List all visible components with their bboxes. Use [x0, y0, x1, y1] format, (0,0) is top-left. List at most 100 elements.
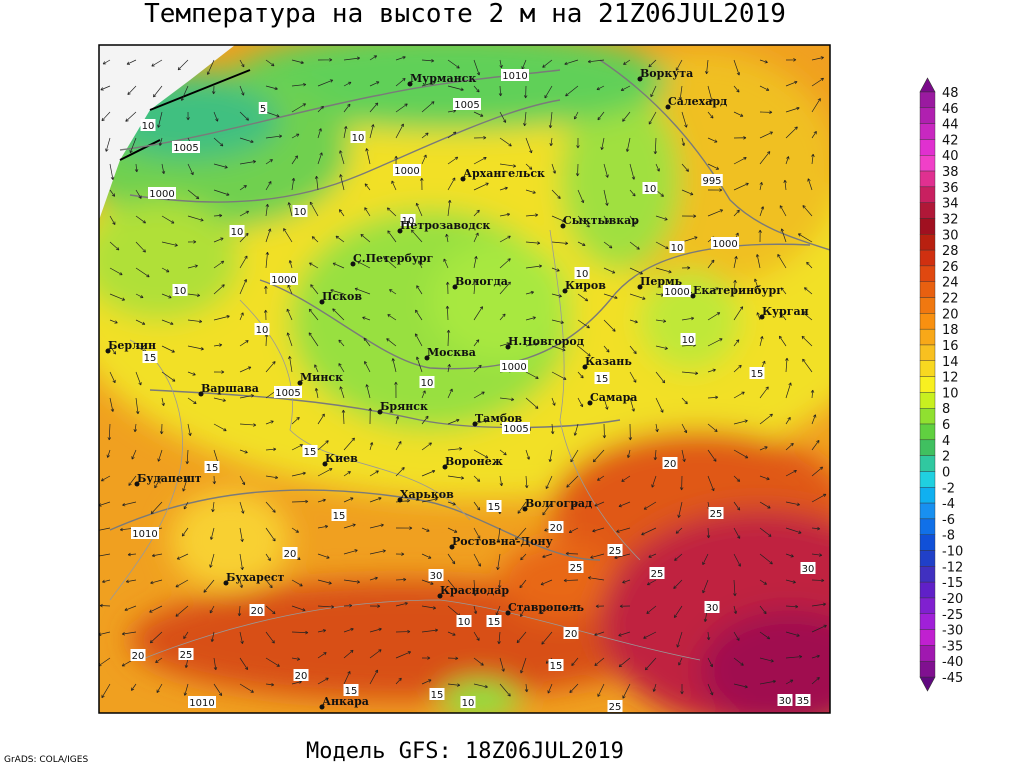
colorbar-label: 36: [942, 181, 959, 196]
map-frame: [98, 44, 831, 714]
isotherm-label-box: [172, 284, 188, 296]
wind-arrow: [759, 553, 773, 565]
wind-arrow: [811, 602, 827, 607]
wind-arrow: [801, 335, 813, 347]
wind-arrow: [655, 267, 672, 274]
colorbar-label: 18: [942, 323, 959, 338]
colorbar-label: 16: [942, 339, 959, 354]
wind-arrow: [239, 160, 256, 165]
wind-arrow: [644, 657, 657, 671]
wind-arrow: [783, 179, 787, 191]
wind-arrow: [239, 232, 249, 243]
city-dot: [759, 314, 765, 320]
isotherm-label: 25: [180, 650, 193, 661]
isobar-label-box: [274, 386, 302, 398]
wind-arrow: [369, 442, 374, 451]
wind-arrow: [499, 657, 505, 672]
wind-arrow: [239, 657, 249, 670]
wind-arrow: [525, 189, 536, 194]
wind-arrow: [629, 163, 636, 180]
wind-arrow: [264, 285, 268, 295]
wind-arrow: [622, 111, 631, 122]
wind-arrow: [343, 579, 361, 584]
wind-arrow: [569, 683, 579, 694]
wind-arrow: [811, 98, 821, 113]
wind-arrow: [675, 59, 683, 71]
wind-arrow: [265, 605, 276, 615]
isobar-label-box: [500, 360, 528, 372]
isobar-label-box: [453, 98, 481, 110]
wind-arrow: [447, 85, 464, 92]
wind-arrow: [595, 604, 605, 608]
wind-arrow: [369, 576, 378, 581]
isotherm-label-box: [800, 562, 816, 574]
colorbar-label: 12: [942, 371, 959, 386]
city-name: Минск: [300, 371, 343, 384]
isotherm-label: 15: [488, 617, 501, 628]
wind-arrow: [185, 449, 190, 465]
wind-arrow: [473, 256, 478, 269]
city-dot: [582, 364, 588, 370]
wind-arrow: [109, 241, 120, 251]
wind-arrow: [551, 241, 569, 245]
wind-arrow: [499, 212, 511, 217]
wind-arrow: [447, 631, 456, 636]
wind-arrow: [759, 85, 770, 91]
wind-arrow: [785, 553, 794, 558]
wind-arrow: [343, 471, 351, 477]
wind-arrow: [447, 388, 453, 399]
isotherm-label: 10: [142, 121, 155, 132]
isotherm-label-box: [649, 567, 665, 579]
isotherm-label: 10: [462, 698, 475, 709]
colorbar-label: 44: [942, 118, 959, 133]
city-dot: [322, 461, 328, 467]
isobar-label: 1000: [394, 166, 419, 177]
wind-arrow: [317, 105, 324, 113]
wind-arrow: [106, 449, 111, 458]
wind-arrow: [597, 475, 605, 481]
colorbar-label: -4: [942, 497, 955, 512]
isotherm-label-box: [548, 659, 564, 671]
wind-arrow: [707, 423, 718, 432]
isobar-label: 1005: [173, 143, 198, 154]
wind-arrow: [551, 293, 562, 298]
wind-arrow: [473, 85, 480, 93]
wind-arrow: [343, 671, 351, 685]
wind-arrow: [360, 233, 371, 243]
wind-arrow: [339, 150, 345, 165]
wind-arrow: [733, 157, 747, 165]
wind-arrow: [209, 605, 215, 614]
isobar-label: 1010: [132, 529, 157, 540]
wind-arrow: [317, 413, 325, 425]
wind-arrow: [473, 631, 480, 641]
colorbar-bin: [919, 423, 936, 441]
wind-arrow: [317, 152, 323, 165]
wind-arrow: [187, 264, 198, 269]
wind-arrow: [175, 579, 189, 588]
isotherm-label: 5: [260, 104, 266, 115]
wind-arrow: [523, 85, 528, 99]
wind-arrows: [99, 55, 827, 699]
colorbar-label: 38: [942, 165, 959, 180]
wind-arrow: [317, 553, 330, 559]
wind-arrow: [239, 137, 254, 144]
isotherm-label-box: [302, 445, 318, 457]
wind-arrow: [121, 631, 137, 636]
wind-arrow: [473, 156, 487, 165]
isotherm-label: 15: [550, 661, 563, 672]
wind-arrow: [291, 59, 304, 65]
wind-arrow: [577, 189, 585, 204]
wind-arrow: [187, 397, 197, 405]
wind-arrow: [317, 440, 329, 451]
wind-arrow: [570, 449, 579, 463]
wind-arrow: [109, 371, 116, 384]
wind-arrow: [759, 413, 773, 425]
colorbar-bin: [919, 487, 936, 504]
wind-arrow: [206, 59, 215, 75]
wind-arrow: [127, 85, 137, 96]
wind-arrow: [447, 475, 465, 480]
wind-arrow: [447, 363, 451, 373]
wind-arrow: [265, 134, 283, 139]
wind-arrow: [759, 679, 776, 685]
wind-arrow: [499, 397, 515, 402]
